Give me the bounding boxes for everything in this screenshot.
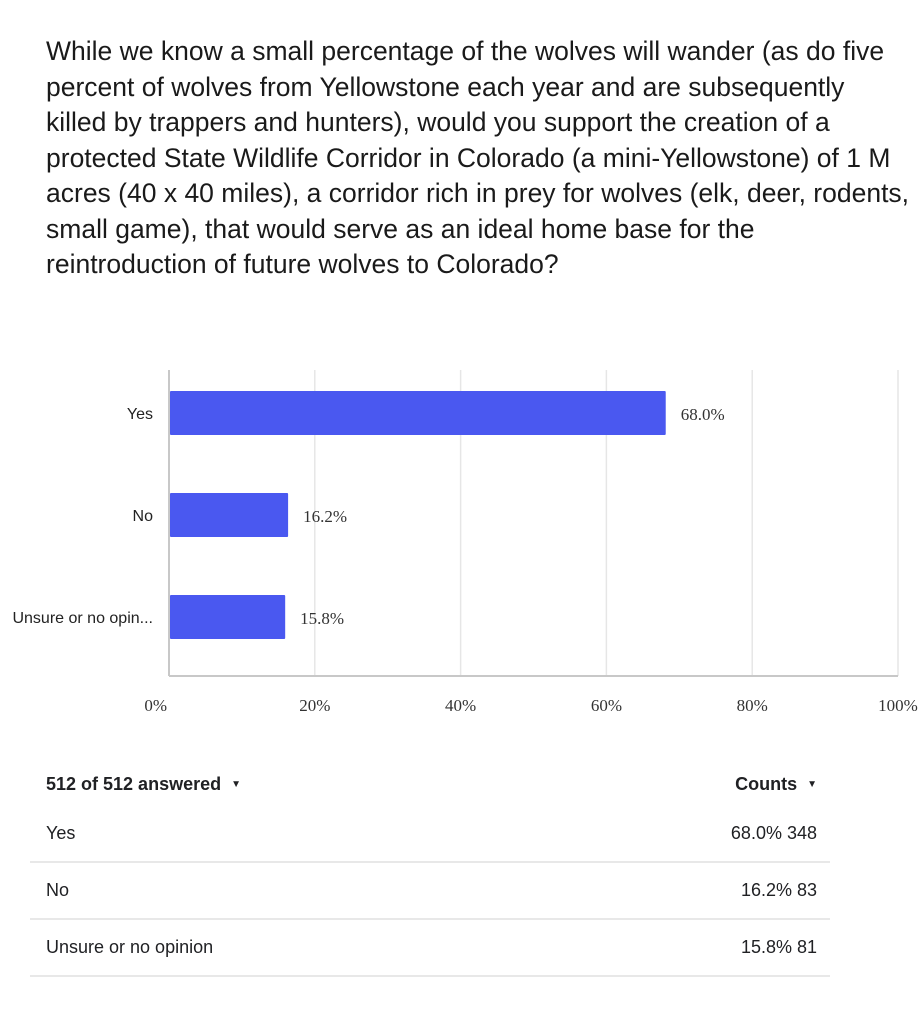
table-row: No 16.2% 83 <box>30 863 830 920</box>
table-row: Yes 68.0% 348 <box>30 806 830 863</box>
row-label: Yes <box>46 823 76 843</box>
x-tick-label: 40% <box>445 696 476 715</box>
table-header: 512 of 512 answered ▼ Counts ▼ <box>30 762 830 806</box>
category-label: Yes <box>127 406 153 423</box>
x-tick-label: 80% <box>737 696 768 715</box>
x-tick-label: 100% <box>878 696 918 715</box>
x-tick-label: 60% <box>591 696 622 715</box>
bar-chart: 0% 20% 40% 60% 80% 100% Yes 68.0% No 16.2% Unsure … <box>12 370 918 715</box>
answered-label: 512 of 512 answered <box>46 773 222 794</box>
question-title: While we know a small percentage of the … <box>46 36 910 279</box>
row-value: 15.8% 81 <box>740 937 817 957</box>
x-tick-label: 0% <box>144 696 167 715</box>
row-value: 68.0% 348 <box>730 823 817 843</box>
row-label: No <box>46 880 70 900</box>
caret-down-icon: ▼ <box>231 779 242 791</box>
answered-filter[interactable]: 512 of 512 answered ▼ <box>46 774 241 795</box>
bar <box>170 595 286 639</box>
category-label: Unsure or no opin... <box>12 610 153 627</box>
category-label: No <box>133 508 154 525</box>
bar <box>170 493 289 537</box>
response-table: 512 of 512 answered ▼ Counts ▼ Yes 68.0% 34… <box>30 762 830 977</box>
data-label: 68.0% <box>681 405 725 424</box>
counts-dropdown[interactable]: Counts ▼ <box>735 774 817 795</box>
caret-down-icon: ▼ <box>807 779 817 791</box>
row-value: 16.2% 83 <box>740 880 817 900</box>
table-row: Unsure or no opinion 15.8% 81 <box>30 920 830 977</box>
data-label: 16.2% <box>303 507 347 526</box>
bar <box>170 391 666 435</box>
counts-label: Counts <box>735 773 798 794</box>
row-label: Unsure or no opinion <box>46 937 214 957</box>
data-label: 15.8% <box>300 609 344 628</box>
x-tick-label: 20% <box>299 696 330 715</box>
